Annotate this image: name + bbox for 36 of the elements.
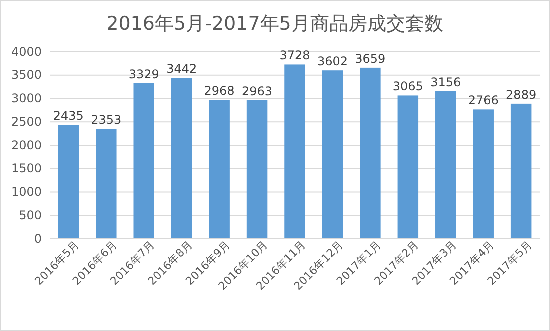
bar <box>436 91 456 239</box>
bar <box>284 64 306 239</box>
bar <box>58 125 80 239</box>
bar <box>171 78 192 239</box>
data-label: 2766 <box>468 94 499 108</box>
data-label: 3442 <box>166 62 198 76</box>
y-tick-label: 1000 <box>11 185 42 200</box>
bar <box>360 68 381 239</box>
bar <box>209 100 230 239</box>
data-label: 2353 <box>91 112 122 127</box>
bar <box>322 70 344 239</box>
data-label: 3728 <box>280 48 310 63</box>
bar <box>510 104 532 239</box>
data-label: 2435 <box>53 109 84 124</box>
data-label: 2963 <box>242 84 273 98</box>
data-label: 2968 <box>204 84 235 98</box>
y-tick-label: 3000 <box>11 92 42 106</box>
y-tick-label: 4000 <box>11 44 42 59</box>
chart-title: 2016年5月-2017年5月商品房成交套数 <box>106 13 444 35</box>
data-label: 3329 <box>128 67 160 82</box>
y-tick-label: 500 <box>19 208 42 222</box>
data-label: 2889 <box>506 88 537 102</box>
data-label: 3659 <box>355 52 386 66</box>
bar <box>96 128 117 239</box>
bar <box>246 100 268 239</box>
data-label: 3156 <box>430 75 462 90</box>
bar <box>398 96 419 239</box>
y-tick-label: 3500 <box>11 68 42 82</box>
y-tick-label: 2000 <box>11 138 42 152</box>
data-label: 3065 <box>392 80 424 94</box>
y-tick-label: 0 <box>34 232 42 246</box>
bar <box>473 110 494 239</box>
y-tick-label: 2500 <box>11 114 42 129</box>
y-tick-label: 1500 <box>11 162 42 176</box>
data-label: 3602 <box>317 54 348 69</box>
bar <box>134 83 154 239</box>
